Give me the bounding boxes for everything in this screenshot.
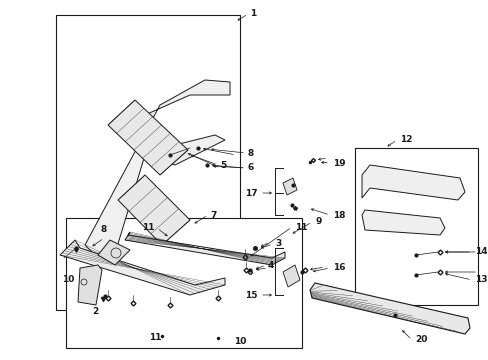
Text: 11: 11 [294, 222, 307, 231]
Text: 6: 6 [247, 163, 254, 172]
Text: 10: 10 [61, 275, 74, 284]
Text: 19: 19 [332, 158, 345, 167]
Text: 11: 11 [148, 333, 161, 342]
Polygon shape [85, 80, 229, 270]
Text: 12: 12 [399, 135, 412, 144]
Text: 15: 15 [245, 291, 258, 300]
Text: 10: 10 [233, 338, 245, 346]
Bar [354, 148, 477, 305]
Text: 4: 4 [267, 261, 274, 270]
Polygon shape [125, 232, 285, 265]
Polygon shape [283, 265, 299, 287]
Polygon shape [98, 240, 130, 265]
Text: 13: 13 [474, 275, 487, 284]
Text: 2: 2 [92, 307, 98, 316]
Text: 1: 1 [249, 9, 256, 18]
Text: 3: 3 [274, 239, 281, 248]
Text: 7: 7 [209, 211, 216, 220]
Polygon shape [78, 265, 102, 305]
Text: 5: 5 [220, 161, 226, 170]
Text: 9: 9 [314, 217, 321, 226]
Text: 16: 16 [332, 264, 345, 273]
Polygon shape [361, 210, 444, 235]
Text: 11: 11 [142, 224, 155, 233]
Text: 17: 17 [245, 189, 258, 198]
Polygon shape [118, 175, 190, 245]
Polygon shape [108, 100, 187, 175]
Polygon shape [309, 283, 469, 334]
Text: 8: 8 [247, 148, 254, 158]
Bar [56, 15, 240, 310]
Polygon shape [361, 165, 464, 200]
Text: 8: 8 [101, 225, 107, 234]
Text: 18: 18 [332, 211, 345, 220]
Polygon shape [283, 178, 296, 195]
Text: 14: 14 [474, 248, 487, 256]
Polygon shape [60, 240, 224, 295]
Bar [66, 218, 302, 348]
Text: 20: 20 [414, 336, 427, 345]
